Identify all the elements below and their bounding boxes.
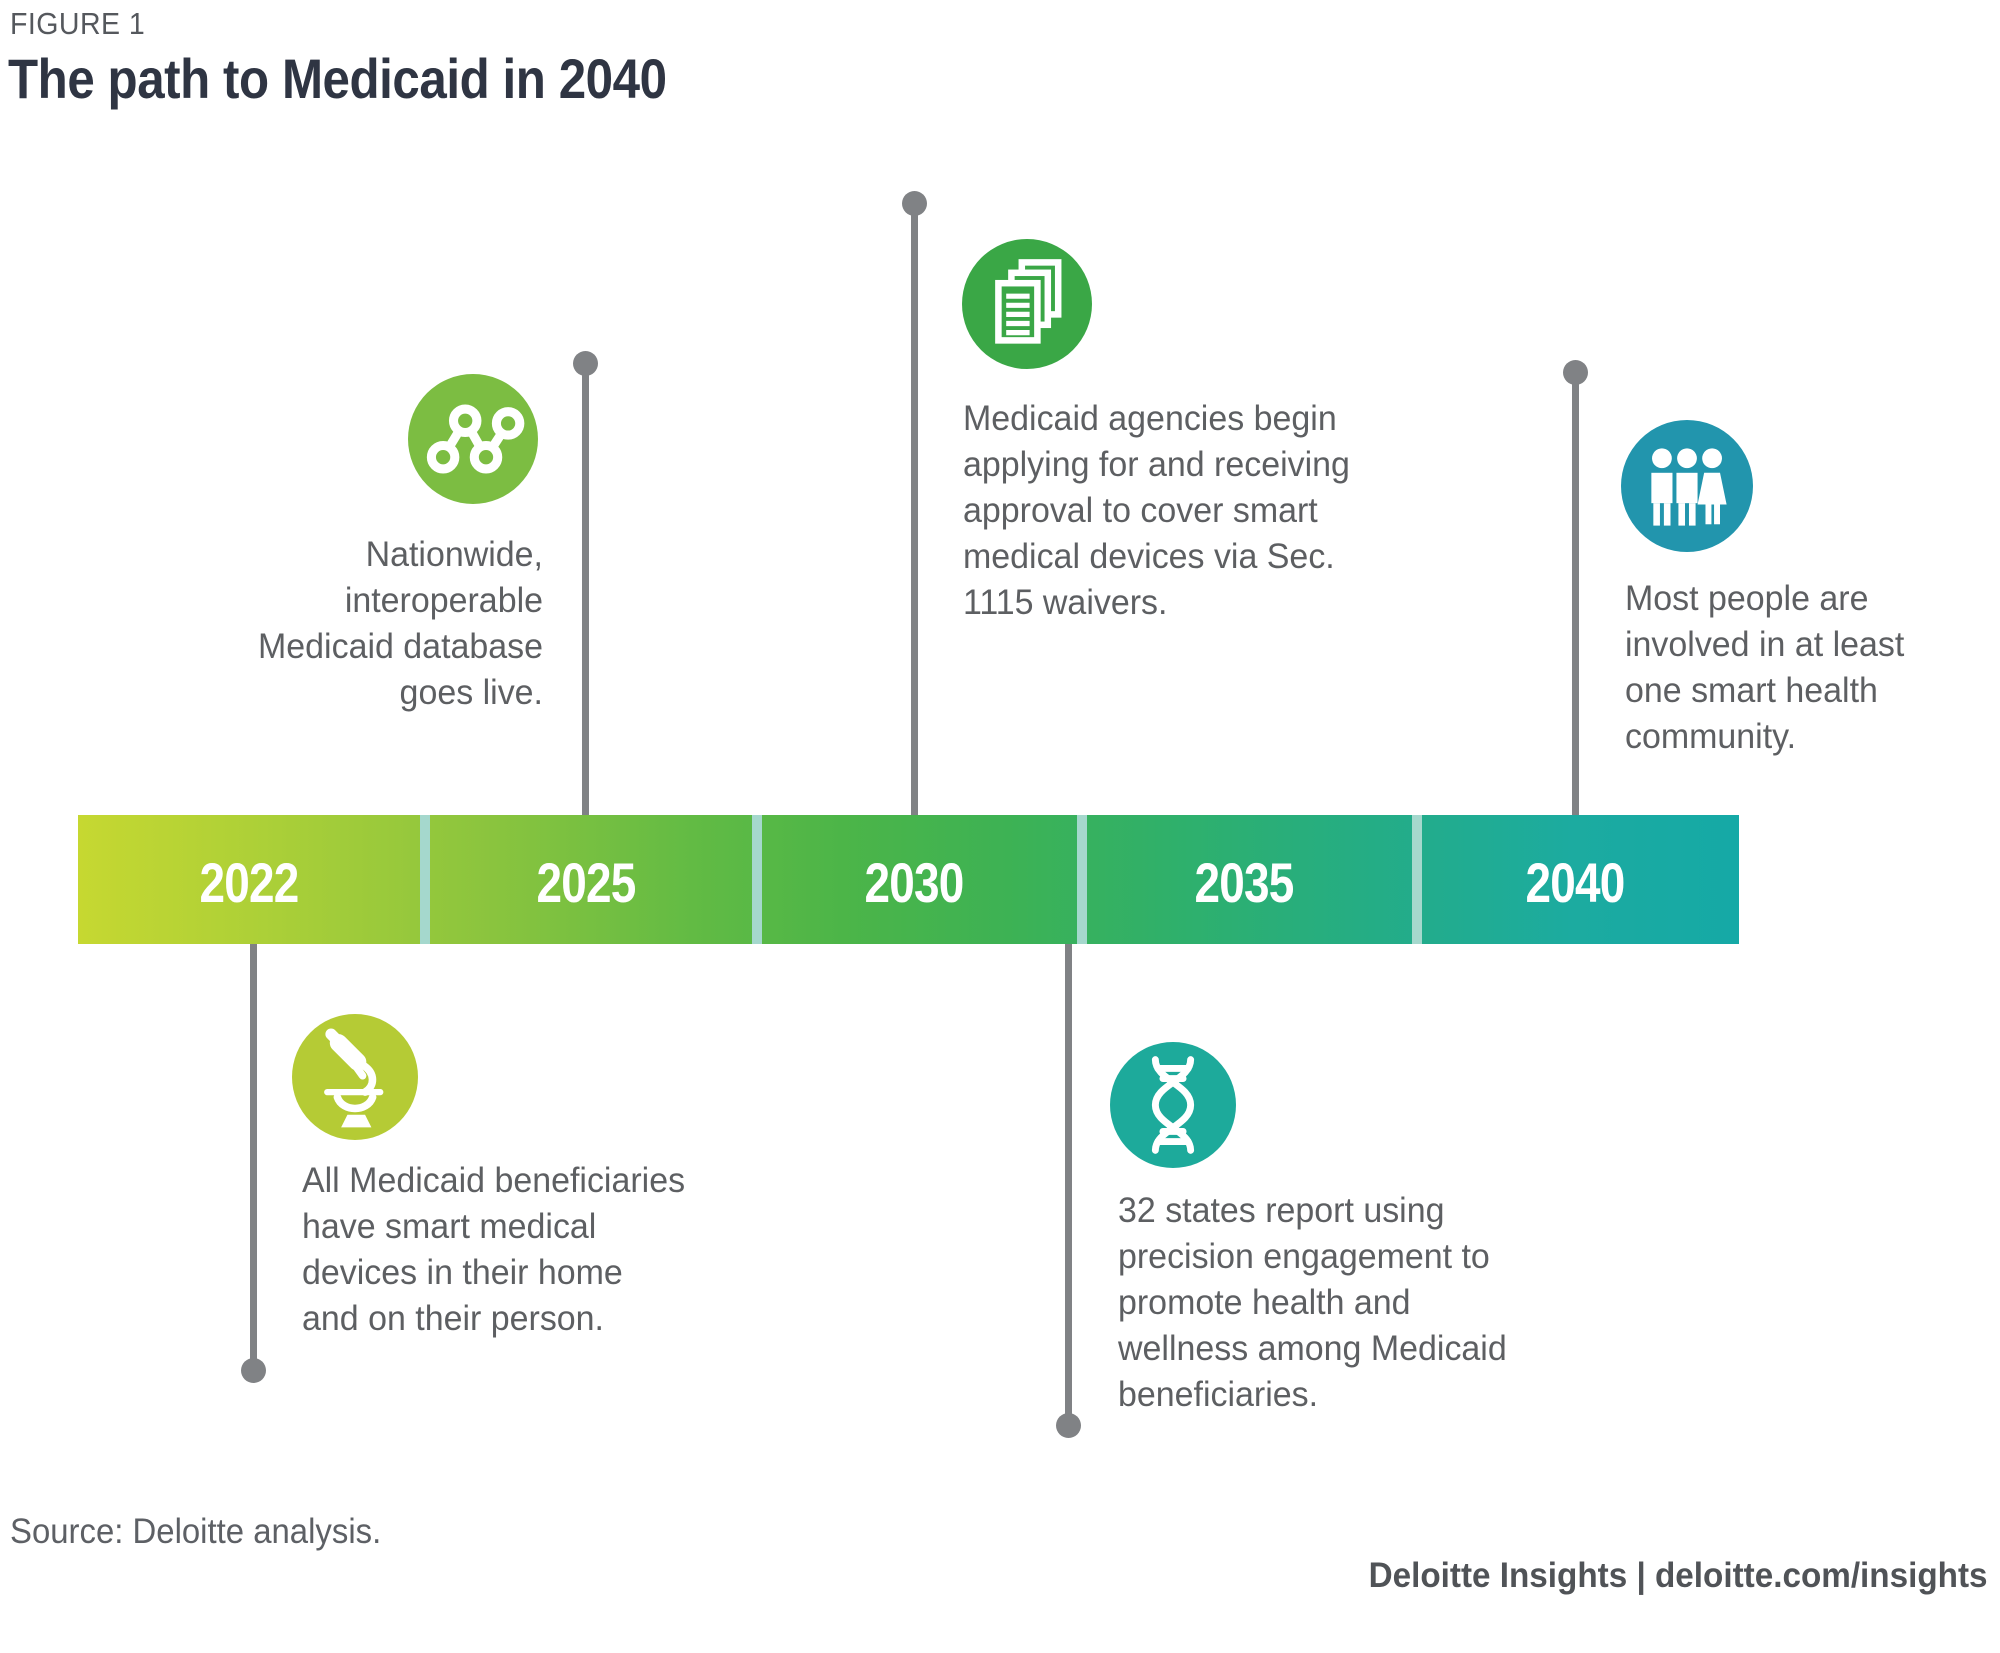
year-label-2025: 2025 (536, 851, 637, 914)
stem-2035 (1065, 944, 1072, 1425)
documents-icon (962, 239, 1092, 369)
segment-divider-3 (1077, 815, 1087, 944)
segment-divider-2 (752, 815, 762, 944)
dna-icon (1110, 1042, 1236, 1168)
stem-2025 (582, 363, 589, 815)
timeline-bar: 2022 2025 2030 2035 2040 (78, 815, 1739, 944)
microscope-icon (292, 1014, 418, 1140)
stem-dot-2035 (1056, 1413, 1081, 1438)
line-chart-icon (408, 374, 538, 504)
segment-divider-4 (1412, 815, 1422, 944)
stem-2040 (1572, 372, 1579, 815)
callout-text-2022: All Medicaid beneficiaries have smart me… (302, 1161, 686, 1338)
stem-2030 (911, 203, 918, 815)
stem-2022 (250, 944, 257, 1370)
stem-dot-2025 (573, 351, 598, 376)
stem-dot-2030 (902, 191, 927, 216)
year-label-2040: 2040 (1525, 851, 1626, 914)
people-icon (1621, 420, 1753, 552)
callout-text-2035: 32 states report using precision engagem… (1118, 1191, 1507, 1414)
segment-divider-1 (420, 815, 430, 944)
callout-text-2030: Medicaid agencies begin applying for and… (963, 399, 1350, 622)
stem-dot-2022 (241, 1358, 266, 1383)
year-label-2030: 2030 (864, 851, 965, 914)
callout-text-2040: Most people are involved in at least one… (1625, 579, 1905, 756)
figure-label: FIGURE 1 (10, 6, 146, 41)
stem-dot-2040 (1563, 360, 1588, 385)
page-title: The path to Medicaid in 2040 (8, 47, 667, 110)
source-note: Source: Deloitte analysis. (10, 1512, 382, 1551)
year-label-2022: 2022 (199, 851, 300, 914)
callout-text-2025: Nationwide, interoperable Medicaid datab… (258, 535, 543, 712)
year-label-2035: 2035 (1194, 851, 1295, 914)
branding-text: Deloitte Insights | deloitte.com/insight… (1369, 1556, 1988, 1595)
